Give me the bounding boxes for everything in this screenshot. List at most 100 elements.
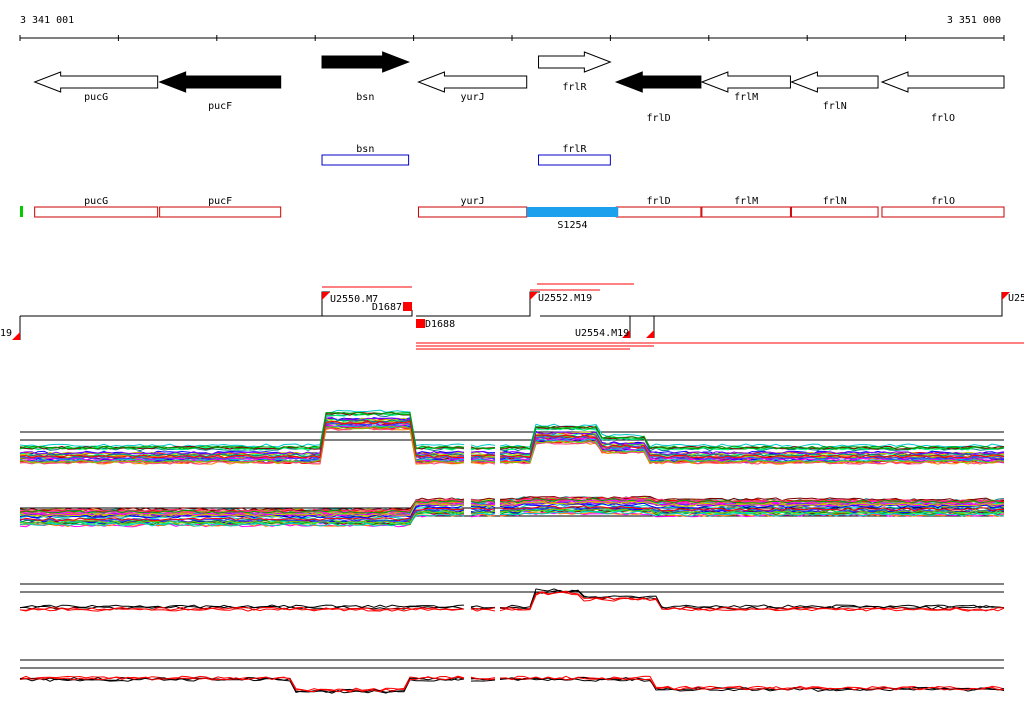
expression-trace [470, 499, 496, 504]
transcript-label: D1688 [425, 319, 455, 330]
minus-feature-frlN[interactable] [790, 206, 879, 218]
minus-feature-frlM[interactable] [701, 206, 791, 218]
gene-arrow-pucG[interactable] [33, 71, 159, 93]
expression-trace [19, 604, 465, 609]
plus-feature-bsn[interactable] [321, 154, 410, 166]
gene-arrow-yurJ[interactable] [417, 71, 528, 93]
transcript-line-1 [20, 291, 330, 317]
expression-trace [499, 591, 1005, 612]
transcript-line-4 [540, 292, 1003, 317]
expression-trace [470, 510, 496, 514]
tss-flag-1 [322, 292, 330, 300]
gene-label-frlN: frlN [823, 101, 847, 112]
expression-trace [19, 504, 465, 519]
expression-trace [499, 438, 1005, 463]
expression-trace [499, 676, 1005, 691]
expression-trace [470, 461, 496, 465]
expression-trace [19, 416, 465, 455]
expression-trace [499, 505, 1004, 512]
expression-trace [470, 605, 496, 609]
expression-trace [19, 409, 465, 448]
transcript-label: 19 [0, 328, 12, 339]
expression-trace [470, 460, 496, 465]
expression-trace [470, 507, 496, 511]
tss-flag-3 [1002, 292, 1010, 300]
minus-strand-feature-track: pucG pucF yurJ frlD frlM frlN frlO [20, 196, 1005, 218]
position-ruler: 3 341 001 3 351 000 [19, 15, 1005, 41]
expression-panel-1 [19, 409, 1005, 465]
plus-feature-label-frlR: frlR [562, 144, 587, 155]
gene-arrow-frlN[interactable] [790, 71, 879, 93]
gene-label-frlO: frlO [931, 113, 955, 124]
minus-feature-label-frlO: frlO [931, 196, 955, 207]
minus-feature-pucG[interactable] [34, 206, 159, 218]
expression-panel-4 [19, 659, 1005, 694]
gene-arrow-bsn[interactable] [321, 51, 411, 73]
expression-trace [19, 411, 465, 450]
gene-arrow-frlD[interactable] [614, 71, 702, 93]
expression-trace [470, 504, 496, 507]
expression-profile-panels [19, 409, 1005, 694]
tss-flag-4 [12, 332, 20, 340]
transcript-label: U2552.M19 [538, 293, 592, 304]
expression-trace [470, 454, 496, 457]
expression-trace [499, 425, 1005, 450]
expression-trace [470, 455, 496, 460]
expression-trace [470, 679, 496, 682]
srna-block[interactable] [526, 207, 619, 217]
minus-feature-yurJ[interactable] [417, 206, 528, 218]
ruler-ticks [19, 35, 1005, 41]
expression-trace [499, 511, 1005, 518]
expression-panel-2 [19, 495, 1005, 528]
gene-arrow-pucF[interactable] [158, 71, 282, 93]
gene-arrow-frlO[interactable] [880, 71, 1005, 93]
minus-feature-label-pucF: pucF [208, 196, 232, 207]
expression-trace [19, 507, 465, 522]
expression-trace [470, 676, 496, 681]
minus-feature-label-frlM: frlM [734, 196, 758, 207]
expression-trace [19, 497, 465, 512]
expression-trace [19, 675, 465, 692]
transcript-label: U2550.M7 [330, 294, 378, 305]
gene-label-frlD: frlD [647, 113, 671, 124]
gene-arrow-frlM[interactable] [700, 71, 791, 93]
minus-feature-pucF[interactable] [159, 206, 282, 218]
plus-feature-label-bsn: bsn [356, 144, 374, 155]
gene-label-yurJ: yurJ [461, 92, 485, 103]
expression-trace [499, 588, 1005, 609]
expression-trace [499, 431, 1005, 455]
gene-label-pucG: pucG [84, 92, 108, 103]
expression-trace [499, 676, 1005, 691]
expression-trace [470, 607, 496, 610]
minus-feature-frlO[interactable] [881, 206, 1005, 218]
expression-trace [499, 425, 1005, 450]
expression-trace [499, 434, 1005, 459]
srna-label: S1254 [557, 220, 587, 231]
gene-arrow-frlR[interactable] [538, 51, 612, 73]
ruler-end-label: 3 351 000 [947, 15, 1001, 26]
transcript-label: D1687 [372, 302, 402, 313]
gene-label-pucF: pucF [208, 101, 232, 112]
plus-feature-frlR[interactable] [538, 154, 611, 166]
expression-trace [470, 460, 496, 463]
expression-trace [499, 440, 1005, 464]
srna-track: S1254 [526, 207, 619, 231]
terminator-box-1 [403, 302, 412, 311]
expression-trace [19, 411, 465, 450]
transcript-label: U25 [1008, 293, 1024, 304]
gene-label-frlM: frlM [734, 92, 758, 103]
gene-label-bsn: bsn [356, 92, 374, 103]
expression-trace [470, 447, 496, 450]
expression-trace [470, 512, 496, 516]
expression-trace [19, 424, 465, 463]
expression-trace [499, 502, 1005, 509]
minus-feature-frlD[interactable] [615, 206, 702, 218]
tss-flag-5 [622, 330, 630, 338]
expression-trace [499, 435, 1005, 460]
expression-trace [19, 513, 465, 527]
expression-trace [499, 590, 1005, 611]
minus-feature-label-yurJ: yurJ [461, 196, 485, 207]
